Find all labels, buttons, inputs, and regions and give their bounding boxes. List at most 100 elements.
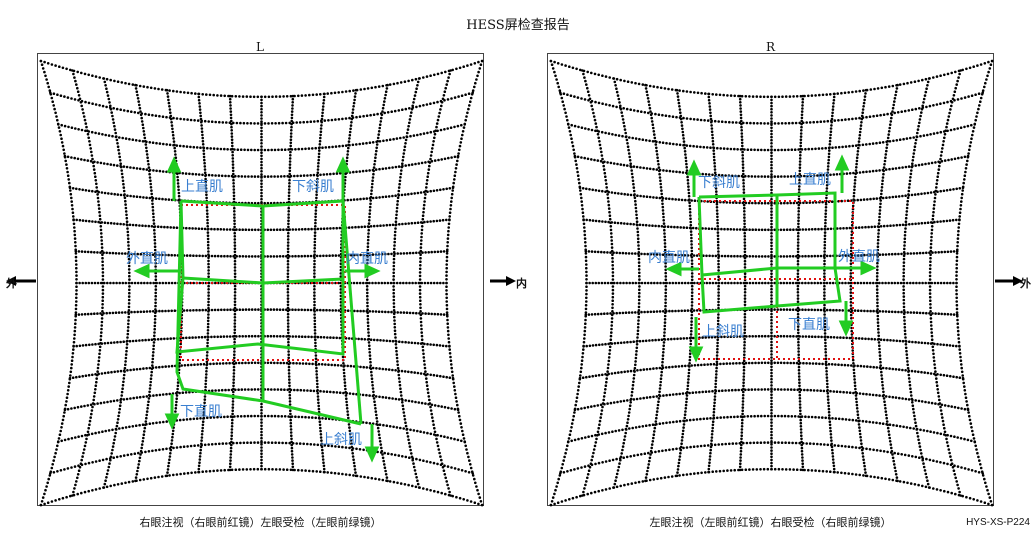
grid-dot (256, 95, 260, 99)
grid-dot (319, 436, 323, 439)
grid-dot (133, 111, 137, 114)
grid-dot (166, 468, 170, 471)
grid-dot (607, 132, 611, 135)
grid-dot (112, 456, 115, 460)
grid-dot (661, 360, 664, 364)
grid-dot (740, 94, 744, 98)
grid-dot (610, 232, 613, 235)
grid-dot (229, 462, 232, 466)
grid-dot (314, 338, 317, 342)
grid-dot (313, 322, 317, 326)
grid-dot (118, 136, 121, 139)
grid-dot (110, 192, 113, 196)
grid-dot (381, 167, 385, 171)
grid-dot (97, 190, 100, 194)
grid-dot (138, 195, 142, 199)
grid-dot (375, 146, 379, 150)
grid-dot (450, 97, 453, 100)
grid-dot (90, 312, 93, 316)
grid-dot (205, 93, 208, 96)
grid-dot (417, 401, 421, 404)
grid-dot (421, 217, 425, 221)
grid-dot (690, 320, 693, 323)
grid-dot (351, 455, 355, 458)
grid-dot (590, 104, 593, 108)
grid-dot (62, 414, 65, 418)
grid-dot (202, 410, 206, 414)
grid-dot (198, 108, 202, 111)
grid-dot (93, 171, 97, 175)
grid-dot (126, 326, 130, 329)
grid-dot (565, 115, 568, 118)
grid-dot (102, 251, 105, 254)
grid-dot (690, 329, 693, 333)
grid-dot (202, 152, 206, 156)
grid-dot (130, 252, 133, 256)
grid-dot (112, 163, 116, 167)
grid-dot (206, 344, 209, 348)
grid-dot (102, 486, 105, 489)
grid-dot (260, 101, 263, 105)
grid-dot (404, 107, 408, 111)
grid-dot (715, 190, 718, 193)
grid-dot (69, 68, 72, 72)
grid-dot (443, 464, 446, 468)
grid-dot (206, 341, 209, 345)
grid-dot (224, 174, 227, 178)
grid-dot (246, 414, 250, 418)
grid-dot (313, 329, 317, 332)
grid-dot (816, 120, 819, 124)
grid-dot (362, 114, 365, 118)
grid-dot (206, 322, 210, 326)
grid-dot (127, 252, 130, 256)
grid-dot (153, 245, 157, 248)
grid-dot (168, 474, 171, 477)
grid-dot (182, 309, 186, 312)
grid-dot (86, 250, 90, 254)
grid-dot (197, 467, 201, 471)
grid-dot (572, 148, 575, 152)
grid-dot (143, 133, 146, 136)
grid-dot (106, 400, 109, 404)
grid-dot (122, 369, 126, 373)
grid-dot (100, 246, 104, 249)
grid-dot (950, 71, 953, 75)
grid-dot (634, 353, 638, 356)
grid-dot (315, 184, 319, 187)
grid-dot (359, 365, 362, 369)
grid-dot (241, 308, 245, 311)
grid-dot (289, 94, 293, 98)
grid-dot (365, 366, 369, 369)
grid-dot (144, 139, 147, 143)
grid-dot (256, 467, 260, 471)
grid-dot (125, 220, 129, 223)
grid-dot (375, 422, 378, 426)
grid-dot (318, 143, 322, 146)
grid-dot (125, 213, 128, 217)
grid-dot (270, 175, 273, 178)
grid-dot (662, 351, 665, 354)
grid-dot (234, 468, 238, 472)
grid-dot (173, 309, 177, 312)
grid-dot (562, 92, 566, 95)
grid-dot (436, 462, 439, 466)
grid-dot (89, 159, 93, 163)
grid-dot (419, 242, 423, 246)
grid-dot (86, 159, 90, 162)
grid-dot (371, 310, 375, 313)
grid-dot (296, 388, 299, 392)
grid-dot (395, 426, 399, 429)
grid-dot (722, 93, 725, 97)
grid-dot (868, 142, 871, 146)
grid-dot (288, 384, 291, 388)
grid-dot (158, 114, 161, 118)
grid-dot (581, 211, 585, 214)
grid-dot (660, 189, 663, 192)
grid-dot (378, 367, 381, 370)
grid-dot (130, 453, 133, 456)
grid-dot (341, 117, 344, 121)
grid-dot (917, 192, 920, 196)
grid-dot (155, 141, 158, 145)
grid-dot (365, 197, 369, 200)
grid-dot (288, 381, 291, 385)
